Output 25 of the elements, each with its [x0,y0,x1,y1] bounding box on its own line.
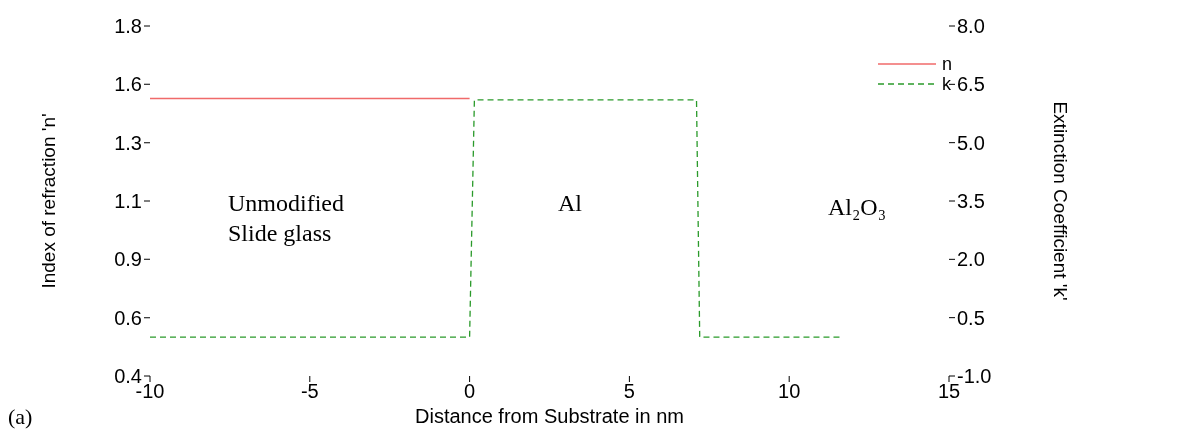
x-tick-label: 0 [464,380,476,403]
y2-tick-label: 3.5 [957,190,985,213]
y2-tick-label: 5.0 [957,131,985,154]
y2-axis-title: Extinction Coefficient 'k' [1050,101,1072,301]
y-tick-label: 0.6 [114,306,142,329]
y2-tick-label: 6.5 [957,73,985,96]
annotation: Unmodified Slide glass [228,189,344,248]
legend-label: n [942,53,953,75]
y-tick-label: 1.6 [114,73,142,96]
text: (a) [8,404,33,430]
y-tick-label: 1.3 [114,131,142,154]
x-axis-title: Distance from Substrate in nm [415,405,684,427]
y2-tick-label: 8.0 [957,15,985,38]
x-tick-label: 10 [778,380,801,403]
y-tick-label: 1.8 [114,15,142,38]
x-tick-label: 5 [623,380,635,403]
y-axis-title: Index of refraction 'n' [37,113,59,289]
annotation: Al₂O₃ [828,193,887,222]
y2-tick-label: 0.5 [957,306,985,329]
y-tick-label: 1.1 [114,190,142,213]
x-tick-label: -5 [300,380,319,403]
y2-tick-label: 2.0 [957,248,985,271]
y-tick-label: 0.9 [114,248,142,271]
legend-label: k [942,73,951,95]
annotation: Al [558,189,582,218]
